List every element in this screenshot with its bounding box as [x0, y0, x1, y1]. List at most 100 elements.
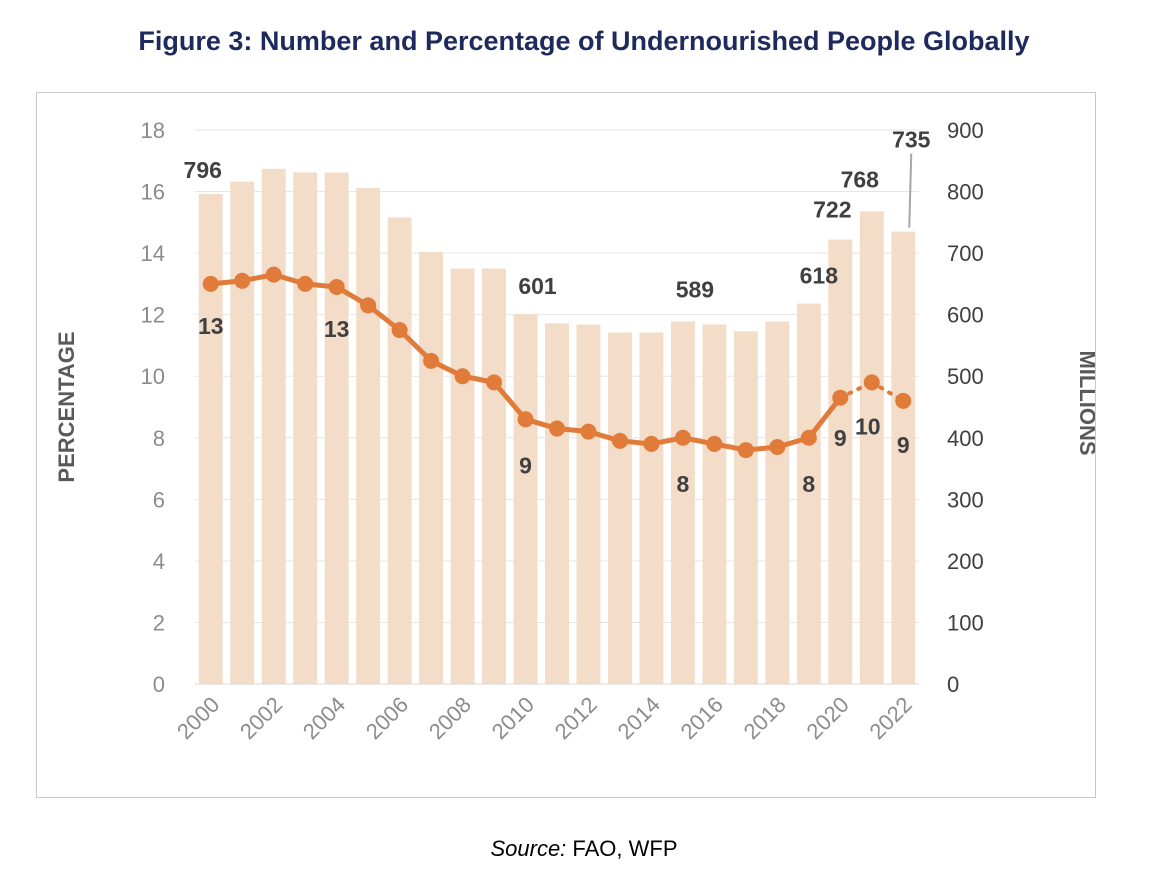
- bar-data-label: 768: [841, 166, 880, 192]
- left-tick-label: 14: [141, 241, 165, 266]
- line-point: [486, 374, 503, 391]
- line-point: [234, 272, 251, 289]
- bar: [733, 331, 758, 684]
- left-tick-label: 0: [153, 672, 165, 697]
- line-data-label: 13: [198, 313, 224, 339]
- bar: [419, 251, 444, 684]
- bar: [293, 172, 318, 684]
- bar: [891, 231, 916, 685]
- left-tick-label: 6: [153, 487, 165, 512]
- right-tick-label: 100: [947, 610, 984, 635]
- right-tick-label: 300: [947, 487, 984, 512]
- bar: [828, 239, 853, 684]
- chart-plot: 0 2 4 6 8 10 12 14 16 18 0 100 200 300 400 500 600 700 800…: [54, 118, 1095, 744]
- line-point: [549, 420, 565, 437]
- line-point: [454, 368, 471, 385]
- right-tick-label: 600: [947, 303, 984, 328]
- line-point: [832, 389, 849, 406]
- line-point: [863, 374, 880, 391]
- bar: [482, 268, 507, 684]
- bar: [450, 268, 475, 684]
- line-point: [643, 435, 660, 452]
- line-point: [360, 297, 377, 314]
- bar: [859, 211, 884, 684]
- line-point: [517, 411, 534, 428]
- x-tick-label: 2002: [235, 692, 287, 744]
- bar: [670, 321, 695, 684]
- bar: [356, 187, 381, 684]
- right-tick-label: 200: [947, 549, 984, 574]
- figure-source: Source: FAO, WFP: [0, 836, 1168, 862]
- bar: [607, 332, 632, 684]
- left-tick-label: 8: [153, 426, 165, 451]
- right-tick-label: 800: [947, 180, 984, 205]
- right-tick-label: 900: [947, 118, 984, 143]
- left-tick-label: 12: [141, 303, 165, 328]
- line-point: [328, 278, 345, 295]
- right-tick-label: 400: [947, 426, 984, 451]
- bar: [198, 194, 223, 685]
- left-tick-label: 10: [141, 364, 165, 389]
- figure-title: Figure 3: Number and Percentage of Under…: [138, 26, 1030, 56]
- chart-frame: 0 2 4 6 8 10 12 14 16 18 0 100 200 300 400 500 600 700 800…: [36, 92, 1096, 798]
- source-label: Source:: [490, 836, 567, 861]
- left-tick-label: 2: [153, 610, 165, 635]
- x-tick-label: 2006: [361, 692, 413, 744]
- x-tick-label: 2010: [487, 692, 539, 744]
- line-point: [265, 266, 282, 283]
- x-tick-label: 2014: [613, 692, 665, 744]
- bar-data-label: 722: [813, 197, 851, 223]
- line-point: [391, 322, 408, 339]
- bar: [702, 324, 727, 684]
- line-point: [706, 435, 723, 452]
- line-point: [423, 352, 440, 369]
- line-point: [800, 429, 817, 446]
- bar: [387, 217, 412, 685]
- left-tick-label: 4: [153, 549, 165, 574]
- bar: [230, 181, 255, 684]
- line-point: [580, 423, 597, 440]
- line-data-label: 8: [677, 471, 690, 497]
- line-segment: [806, 395, 843, 441]
- label-leader-line: [908, 153, 913, 228]
- right-tick-label: 500: [947, 364, 984, 389]
- line-point: [737, 442, 754, 459]
- x-tick-label: 2020: [802, 692, 854, 744]
- line-data-label: 9: [834, 425, 847, 451]
- line-point: [297, 275, 314, 292]
- left-tick-label: 16: [141, 180, 165, 205]
- bar-data-label: 601: [518, 273, 557, 299]
- line-point: [202, 275, 219, 292]
- bar: [545, 323, 569, 684]
- line-data-label: 10: [855, 413, 881, 439]
- bar-data-label: 618: [800, 263, 839, 289]
- right-axis-title: MILLIONS: [1075, 350, 1095, 455]
- bar: [765, 321, 790, 684]
- bar-data-label: 589: [676, 276, 714, 302]
- bar: [513, 314, 538, 684]
- right-tick-label: 700: [947, 241, 984, 266]
- right-tick-label: 0: [947, 672, 959, 697]
- line-data-label: 9: [519, 452, 532, 478]
- line-data-label: 13: [324, 316, 350, 342]
- left-axis-title: PERCENTAGE: [54, 331, 79, 482]
- bar: [639, 332, 664, 684]
- x-tick-label: 2018: [739, 692, 791, 744]
- bar: [576, 324, 601, 684]
- left-tick-label: 18: [141, 118, 165, 143]
- x-tick-label: 2004: [298, 692, 350, 744]
- x-tick-label: 2000: [172, 692, 224, 744]
- line-point: [769, 439, 786, 456]
- line-point: [895, 392, 912, 409]
- bar-data-label: 735: [892, 127, 931, 153]
- x-tick-label: 2022: [865, 692, 917, 744]
- bar: [261, 168, 286, 684]
- bar-data-label: 796: [184, 157, 222, 183]
- source-text: FAO, WFP: [566, 836, 678, 861]
- line-data-label: 8: [802, 471, 815, 497]
- line-data-label: 9: [897, 432, 910, 458]
- line-segment: [491, 379, 529, 422]
- x-tick-label: 2016: [676, 692, 728, 744]
- line-point: [611, 432, 628, 449]
- line-point: [674, 429, 691, 446]
